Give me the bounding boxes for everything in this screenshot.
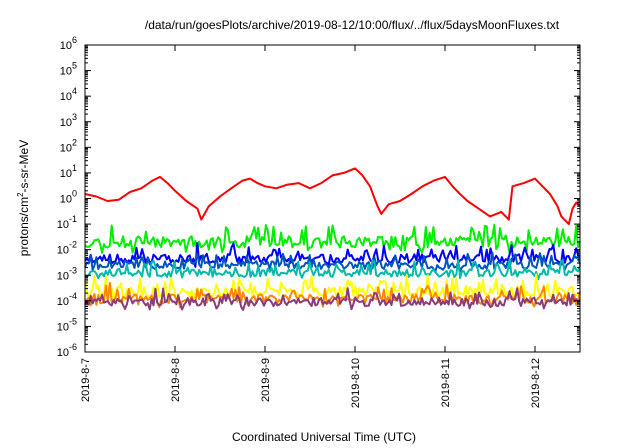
series-line: [84, 287, 581, 311]
y-tick-label: 102: [60, 137, 77, 154]
y-axis-label: protons/cm2-s-sr-MeV: [16, 140, 31, 256]
y-tick-label: 10-1: [57, 214, 77, 231]
x-tick-label: 2019-8-9: [260, 358, 272, 402]
y-tick-label: 100: [60, 189, 77, 206]
y-tick-label: 101: [60, 163, 77, 180]
series-line: [84, 167, 581, 226]
y-axis: 10-6 10-5 10-4 10-3 10-2 10-1 100 101 102 103 104 1…: [57, 35, 580, 359]
series-line: [84, 251, 581, 273]
x-axis: 2019-8-7 2019-8-8 2019-8-9 2019-8-10 2019-8-…: [80, 45, 542, 408]
y-tick-label: 10-6: [57, 342, 77, 359]
y-tick-label: 105: [60, 61, 77, 78]
x-axis-label: Coordinated Universal Time (UTC): [232, 430, 416, 444]
series-line: [84, 258, 581, 281]
chart-title: /data/run/goesPlots/archive/2019-08-12/1…: [145, 18, 560, 32]
y-axis-label-exp: 2: [16, 192, 25, 197]
y-tick-label: 10-3: [57, 265, 77, 282]
x-tick-label: 2019-8-12: [530, 358, 542, 408]
x-tick-label: 2019-8-10: [350, 358, 362, 408]
y-tick-label: 10-4: [57, 291, 77, 308]
y-axis-label-part1: protons/cm: [17, 197, 31, 256]
y-axis-label-part2: -s-sr-MeV: [17, 140, 31, 193]
y-tick-label: 104: [60, 86, 77, 103]
series-layer: [84, 167, 581, 311]
x-tick-label: 2019-8-11: [440, 358, 452, 407]
x-tick-label: 2019-8-8: [170, 358, 182, 402]
y-tick-label: 10-2: [57, 240, 77, 257]
series-line: [84, 242, 581, 268]
y-tick-label: 103: [60, 112, 77, 129]
x-tick-label: 2019-8-7: [80, 358, 92, 402]
series-line: [84, 223, 581, 255]
y-tick-label: 10-5: [57, 316, 77, 333]
y-tick-label: 106: [60, 35, 77, 52]
